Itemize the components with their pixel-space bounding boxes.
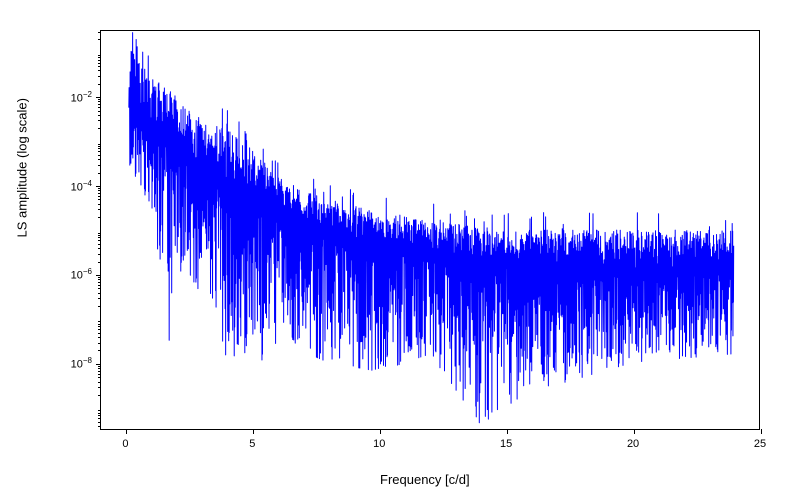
y-tick-minor (98, 115, 101, 116)
y-tick-minor (98, 244, 101, 245)
y-tick-minor (98, 237, 101, 238)
y-tick-minor (98, 120, 101, 121)
y-tick-minor (98, 254, 101, 255)
y-tick-minor (98, 60, 101, 61)
plot-area (100, 30, 760, 430)
y-tick-label: 10−2 (71, 90, 92, 105)
y-tick-minor (98, 282, 101, 283)
y-tick-minor (98, 324, 101, 325)
x-tick-label: 20 (627, 438, 639, 450)
y-tick-minor (98, 173, 101, 174)
y-tick-minor (98, 190, 101, 191)
y-tick-minor (98, 209, 101, 210)
y-tick-minor (98, 199, 101, 200)
y-tick-minor (98, 99, 101, 100)
y-tick-minor (98, 39, 101, 40)
y-tick-minor (98, 148, 101, 149)
y-tick-minor (98, 233, 101, 234)
x-tick-label: 5 (249, 438, 255, 450)
y-tick-minor (98, 395, 101, 396)
x-tick-label: 10 (373, 438, 385, 450)
y-tick-minor (98, 235, 101, 236)
y-tick-minor (98, 101, 101, 102)
y-tick-minor (98, 418, 101, 419)
y-tick-minor (98, 387, 101, 388)
y-tick-minor (98, 350, 101, 351)
y-tick-label: 10−6 (71, 267, 92, 282)
y-tick-label: 10−8 (71, 356, 92, 371)
y-tick-minor (98, 104, 101, 105)
y-tick-minor (98, 70, 101, 71)
y-tick-minor (98, 277, 101, 278)
y-tick-minor (98, 193, 101, 194)
y-tick (96, 275, 101, 276)
y-tick-minor (98, 76, 101, 77)
y-tick-minor (98, 410, 101, 411)
y-tick-minor (98, 288, 101, 289)
y-tick-minor (98, 298, 101, 299)
y-axis-label: LS amplitude (log scale) (15, 98, 30, 237)
y-tick-minor (98, 155, 101, 156)
y-tick-minor (98, 248, 101, 249)
y-tick-minor (98, 128, 101, 129)
y-tick-minor (98, 165, 101, 166)
y-tick-label: 10−4 (71, 179, 92, 194)
y-tick (96, 364, 101, 365)
y-tick-minor (98, 333, 101, 334)
y-tick-minor (98, 368, 101, 369)
x-axis-label: Frequency [c/d] (380, 472, 470, 487)
x-tick-label: 0 (122, 438, 128, 450)
y-tick-minor (98, 337, 101, 338)
y-tick-minor (98, 262, 101, 263)
y-tick-minor (98, 240, 101, 241)
y-tick-minor (98, 144, 101, 145)
y-tick-minor (98, 422, 101, 423)
y-tick-minor (98, 57, 101, 58)
y-tick-minor (98, 366, 101, 367)
y-tick-minor (98, 84, 101, 85)
y-tick-minor (98, 293, 101, 294)
chart-container (100, 30, 760, 430)
y-tick-minor (98, 285, 101, 286)
y-tick-minor (98, 326, 101, 327)
spectrum-line (101, 31, 759, 429)
y-tick-minor (98, 159, 101, 160)
y-tick-minor (98, 111, 101, 112)
y-tick-minor (98, 66, 101, 67)
x-tick (126, 429, 127, 434)
x-tick-label: 15 (500, 438, 512, 450)
y-tick-minor (98, 279, 101, 280)
y-tick-minor (98, 329, 101, 330)
x-tick (634, 429, 635, 434)
y-tick-minor (98, 415, 101, 416)
y-tick-minor (98, 151, 101, 152)
y-tick-minor (98, 188, 101, 189)
y-tick-minor (98, 377, 101, 378)
y-tick-minor (98, 343, 101, 344)
y-tick-minor (98, 63, 101, 64)
y-tick-minor (98, 196, 101, 197)
x-tick (507, 429, 508, 434)
y-tick-minor (98, 204, 101, 205)
y-tick-minor (98, 306, 101, 307)
y-tick (96, 186, 101, 187)
y-tick-minor (98, 371, 101, 372)
x-tick (380, 429, 381, 434)
x-tick (761, 429, 762, 434)
y-tick-minor (98, 32, 101, 33)
x-tick-label: 25 (754, 438, 766, 450)
y-tick-minor (98, 413, 101, 414)
y-tick-minor (98, 382, 101, 383)
y-tick-minor (98, 107, 101, 108)
y-tick-minor (98, 374, 101, 375)
x-tick (253, 429, 254, 434)
y-tick-minor (98, 55, 101, 56)
y-tick-minor (98, 146, 101, 147)
y-tick (96, 97, 101, 98)
y-tick-minor (98, 217, 101, 218)
y-tick-minor (98, 321, 101, 322)
y-tick-minor (98, 426, 101, 427)
